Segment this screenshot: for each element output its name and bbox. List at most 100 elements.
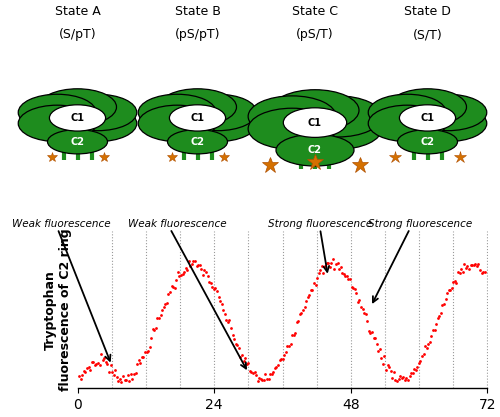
Point	[474, 261, 482, 268]
Point	[246, 367, 254, 374]
Circle shape	[18, 94, 96, 131]
Text: C2: C2	[308, 145, 322, 155]
Point	[204, 272, 212, 279]
Point	[284, 343, 292, 349]
Point	[318, 263, 326, 269]
Point	[180, 269, 188, 275]
Point	[118, 379, 126, 385]
Point	[92, 361, 100, 367]
Point	[106, 362, 114, 369]
Point	[379, 361, 387, 368]
Point	[191, 257, 199, 264]
Point	[77, 376, 85, 382]
Point	[162, 301, 170, 307]
Point	[415, 360, 423, 367]
Point	[166, 289, 174, 296]
Point	[119, 373, 127, 379]
Point	[420, 350, 428, 357]
Text: State C: State C	[292, 5, 338, 18]
Point	[272, 363, 280, 370]
Point	[401, 376, 409, 383]
Point	[346, 276, 354, 282]
Point	[324, 259, 332, 266]
Point	[313, 274, 321, 281]
Point	[465, 266, 473, 272]
Circle shape	[248, 96, 336, 137]
Point	[208, 283, 216, 290]
Point	[238, 352, 246, 358]
Point	[400, 373, 407, 380]
Point	[329, 256, 337, 263]
Point	[434, 314, 442, 321]
Point	[186, 262, 194, 269]
Point	[88, 359, 96, 365]
Point	[412, 367, 420, 373]
Point	[451, 277, 459, 284]
Point	[334, 260, 342, 266]
Text: (S/pT): (S/pT)	[58, 28, 96, 41]
Point	[342, 273, 349, 279]
Point	[192, 263, 200, 269]
Text: State B: State B	[174, 5, 220, 18]
Circle shape	[409, 105, 487, 142]
Point	[464, 263, 471, 269]
Point	[343, 273, 351, 279]
Point	[376, 346, 384, 353]
Point	[122, 377, 130, 384]
Point	[276, 357, 283, 364]
Point	[212, 285, 220, 291]
Point	[478, 269, 486, 276]
Point	[432, 321, 440, 327]
Point	[250, 369, 258, 376]
Point	[300, 304, 308, 310]
Point	[442, 296, 450, 302]
Point	[338, 270, 346, 276]
Point	[226, 317, 234, 324]
Point	[344, 276, 352, 283]
Point	[266, 370, 274, 377]
Circle shape	[368, 105, 446, 142]
Point	[306, 291, 314, 298]
Text: Weak fluorescence: Weak fluorescence	[12, 219, 111, 229]
Point	[458, 269, 466, 276]
Point	[358, 305, 366, 312]
Point	[114, 378, 122, 385]
Point	[426, 339, 434, 346]
Point	[398, 374, 406, 381]
Text: C1: C1	[70, 113, 85, 123]
Point	[224, 319, 232, 326]
Point	[249, 369, 257, 376]
Point	[176, 272, 184, 279]
Point	[163, 300, 171, 306]
Point	[219, 307, 227, 314]
Point	[190, 257, 198, 264]
Point	[110, 372, 118, 378]
Point	[150, 327, 158, 334]
Point	[473, 262, 481, 269]
Point	[296, 311, 304, 317]
Point	[182, 265, 190, 271]
Point	[242, 361, 250, 368]
Point	[168, 282, 175, 289]
Point	[198, 266, 205, 272]
Circle shape	[179, 94, 257, 131]
Point	[177, 271, 185, 278]
Point	[382, 366, 390, 373]
Text: State D: State D	[404, 5, 451, 18]
Point	[378, 354, 386, 361]
Point	[360, 309, 368, 316]
Point	[199, 272, 207, 279]
Point	[270, 369, 278, 376]
Point	[352, 290, 360, 296]
Point	[80, 368, 88, 374]
Point	[113, 373, 121, 380]
Circle shape	[409, 94, 487, 131]
Point	[278, 355, 286, 362]
Point	[462, 265, 470, 271]
Point	[205, 279, 213, 285]
Circle shape	[271, 114, 359, 156]
Point	[108, 368, 116, 375]
Point	[111, 367, 119, 373]
Point	[185, 258, 193, 265]
Circle shape	[158, 89, 236, 125]
